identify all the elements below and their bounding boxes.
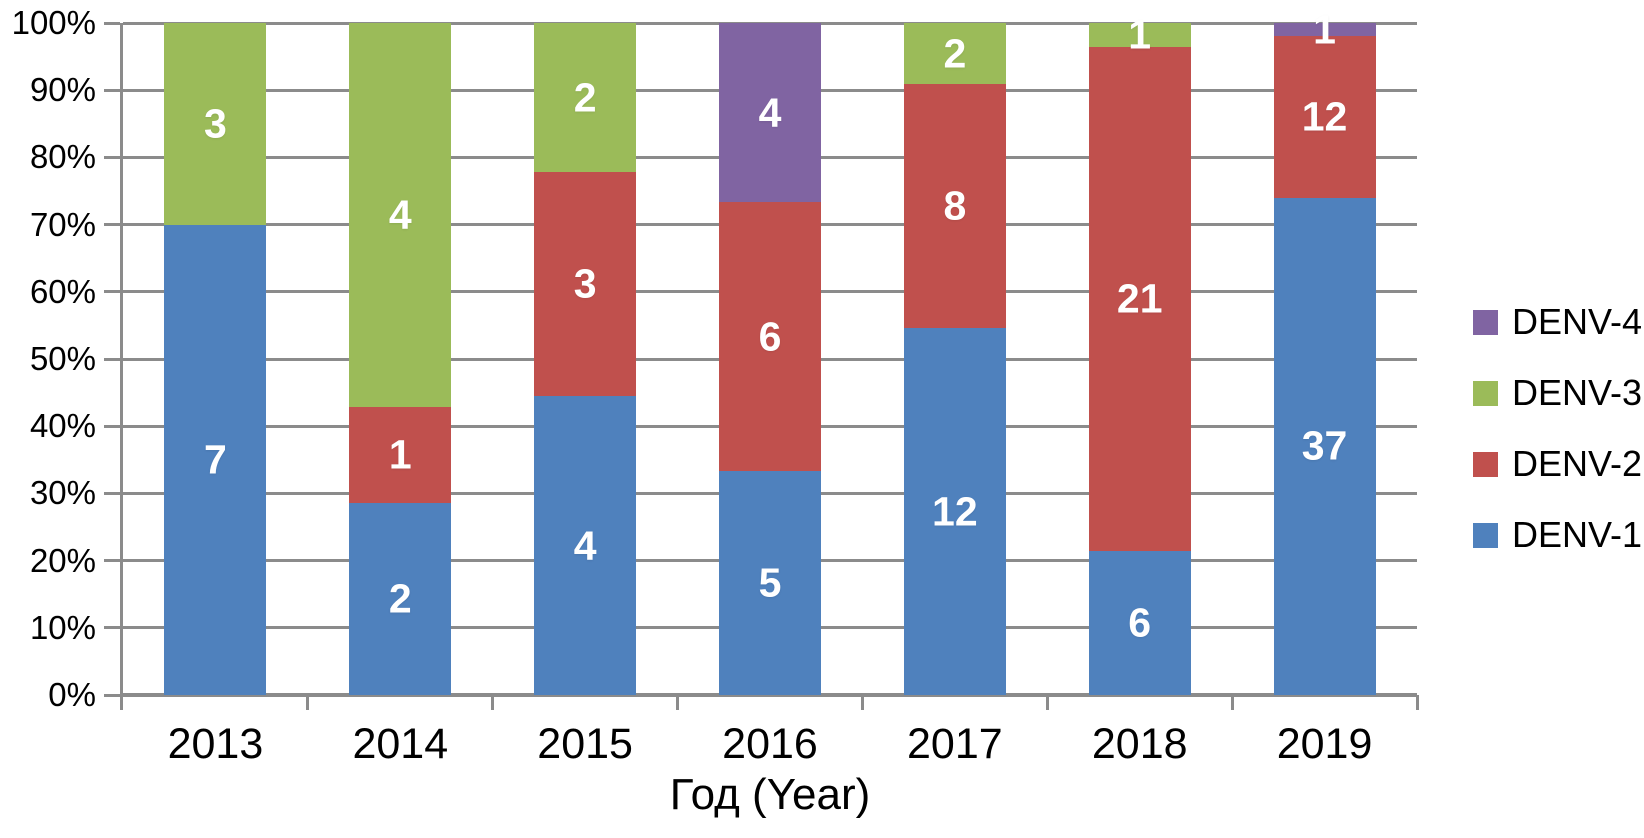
legend-item-denv-3: DENV-3 [1473, 373, 1642, 413]
legend-label-denv-4: DENV-4 [1512, 301, 1643, 342]
bar-value-label-denv-4-2016: 4 [758, 89, 782, 136]
bar-value-label-denv-1-2014: 2 [388, 575, 412, 622]
bar-segment-denv-1-2018: 6 [1088, 551, 1191, 695]
legend-swatch-icon-denv-4 [1473, 309, 1498, 335]
bar-value-label-denv-3-2015: 2 [573, 74, 597, 121]
bar-segment-denv-4-2016: 4 [719, 23, 821, 203]
x-axis-tick [491, 695, 495, 710]
x-axis-line [120, 693, 1417, 697]
y-axis-tick-40% [104, 424, 120, 428]
bar-value-label-denv-1-2019: 37 [1301, 422, 1348, 469]
x-axis-tick [1230, 695, 1234, 710]
y-axis-tick-80% [104, 155, 120, 159]
bar-segment-denv-2-2018: 21 [1088, 47, 1191, 551]
bar-value-label-denv-3-2018: 1 [1128, 11, 1152, 58]
y-axis-label: 60% [29, 272, 96, 310]
bar-segment-denv-3-2018: 1 [1088, 12, 1191, 58]
bar-value-label-denv-1-2018: 6 [1128, 599, 1152, 646]
bar-segment-denv-4-2019: 1 [1273, 6, 1376, 52]
plot-area: 0% 10% 20% 30% 40% 50% 60% 70% 80% 90% 100% 7 3 2013 2… [12, 4, 1419, 768]
y-axis-tick-0% [104, 693, 120, 697]
bar-segment-denv-1-2015: 4 [534, 396, 637, 695]
y-axis-label: 50% [29, 340, 96, 377]
bar-segment-denv-1-2017: 12 [903, 328, 1006, 695]
legend-swatch-icon-denv-3 [1473, 380, 1498, 406]
legend-label-denv-3: DENV-3 [1512, 372, 1643, 413]
legend-label-denv-1: DENV-1 [1512, 514, 1643, 555]
bar-segment-denv-1-2014: 2 [349, 503, 452, 695]
bar-value-label-denv-1-2016: 5 [758, 559, 782, 606]
y-axis-label: 90% [29, 71, 96, 109]
y-axis-tick-90% [104, 88, 120, 92]
bar-value-label-denv-2-2018: 21 [1116, 275, 1163, 322]
bar-segment-denv-1-2013: 7 [164, 224, 267, 695]
bar-segment-denv-2-2015: 3 [534, 172, 637, 397]
bar-segment-denv-3-2013: 3 [164, 23, 267, 225]
y-axis-tick-20% [104, 559, 120, 563]
bar-value-label-denv-1-2013: 7 [204, 436, 227, 483]
y-axis-tick-60% [104, 290, 120, 294]
y-axis-label: 70% [29, 205, 96, 243]
bar-segment-denv-3-2015: 2 [534, 23, 637, 173]
bar-value-label-denv-3-2014: 4 [388, 191, 412, 238]
gridline-100% [123, 21, 1417, 25]
x-axis-tick [1045, 695, 1049, 710]
bar-value-label-denv-2-2016: 6 [758, 313, 782, 360]
legend-swatch-icon-denv-1 [1473, 522, 1498, 548]
y-axis-label: 40% [29, 407, 96, 445]
legend-item-denv-1: DENV-1 [1473, 515, 1642, 555]
bar-value-label-denv-3-2017: 2 [943, 30, 967, 77]
x-axis-title: Год (Year) [669, 770, 871, 819]
legend-item-denv-4: DENV-4 [1473, 302, 1642, 342]
bar-segment-denv-3-2017: 2 [903, 23, 1006, 85]
x-axis-tick [1415, 695, 1419, 710]
y-axis-tick-100% [104, 21, 120, 25]
legend: DENV-4 DENV-3 DENV-2 DENV-1 [1473, 302, 1642, 555]
bar-value-label-denv-2-2015: 3 [573, 260, 597, 307]
x-axis-label-2017: 2017 [907, 720, 1003, 768]
x-axis-label-2014: 2014 [352, 720, 449, 768]
y-axis-label: 100% [11, 4, 96, 41]
bar-segment-denv-2-2017: 8 [903, 84, 1006, 329]
y-axis-tick-10% [104, 626, 120, 630]
y-axis-label: 30% [29, 474, 96, 512]
bar-value-label-denv-3-2013: 3 [204, 100, 227, 147]
bar-segment-denv-3-2014: 4 [349, 23, 452, 407]
x-axis-tick [860, 695, 864, 710]
bar-value-label-denv-1-2017: 12 [932, 488, 978, 535]
bar-value-label-denv-1-2015: 4 [573, 522, 597, 569]
legend-swatch-icon-denv-2 [1473, 451, 1498, 477]
x-axis-label-2016: 2016 [722, 720, 818, 768]
bar-segment-denv-1-2019: 37 [1273, 197, 1376, 695]
bar-value-label-denv-2-2014: 1 [388, 431, 412, 478]
bar-segment-denv-2-2019: 12 [1273, 36, 1376, 198]
y-axis-tick-70% [104, 223, 120, 227]
y-axis-label: 0% [48, 676, 96, 713]
x-axis-tick [676, 695, 680, 710]
y-axis-label: 20% [29, 541, 96, 579]
bar-segment-denv-2-2014: 1 [349, 407, 452, 503]
legend-item-denv-2: DENV-2 [1473, 444, 1642, 484]
y-axis-tick-30% [104, 491, 120, 495]
bar-segment-denv-1-2016: 5 [719, 471, 821, 695]
bar-value-label-denv-2-2017: 8 [943, 182, 967, 229]
y-axis-label: 80% [29, 138, 96, 176]
bar-segment-denv-2-2016: 6 [719, 202, 821, 471]
x-axis-tick [306, 695, 310, 710]
x-axis-label-2019: 2019 [1276, 720, 1373, 768]
bar-value-label-denv-4-2019: 1 [1313, 6, 1336, 53]
y-axis-label: 10% [29, 608, 96, 646]
bar-value-label-denv-2-2019: 12 [1301, 93, 1348, 140]
x-axis-label-2015: 2015 [537, 720, 633, 768]
x-axis-label-2018: 2018 [1091, 720, 1188, 768]
legend-label-denv-2: DENV-2 [1512, 443, 1643, 484]
y-axis-tick-50% [104, 357, 120, 361]
y-axis-line [120, 23, 123, 710]
x-axis-label-2013: 2013 [167, 720, 264, 768]
